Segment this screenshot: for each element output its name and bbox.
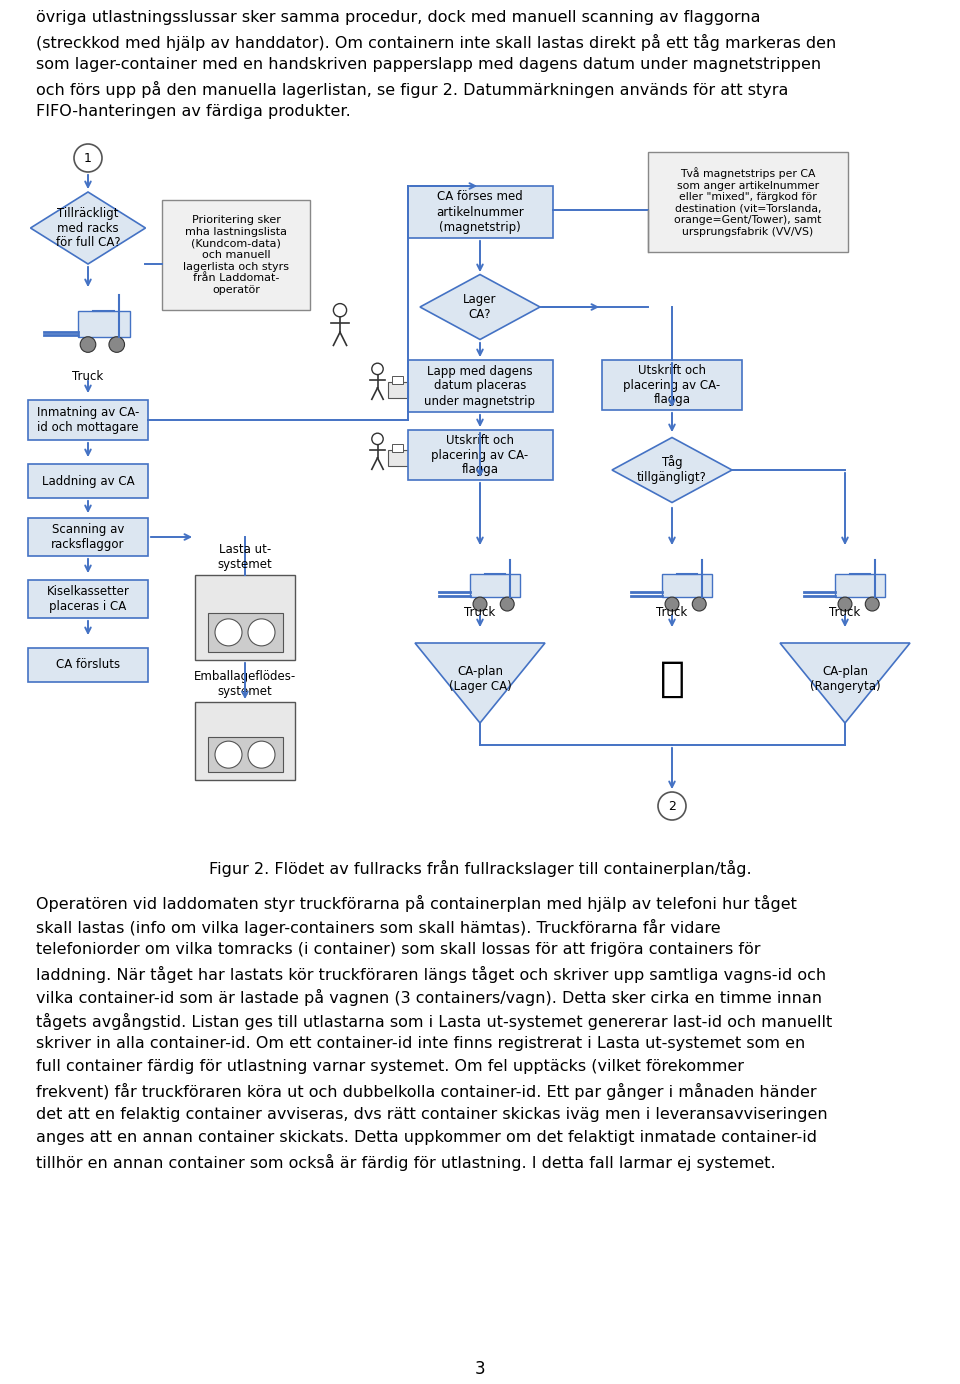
Text: tågets avgångstid. Listan ges till utlastarna som i Lasta ut-systemet genererar : tågets avgångstid. Listan ges till utlas…	[36, 1013, 832, 1030]
Polygon shape	[420, 274, 540, 339]
FancyBboxPatch shape	[28, 400, 148, 440]
Circle shape	[248, 619, 275, 646]
FancyBboxPatch shape	[195, 574, 295, 660]
Polygon shape	[612, 437, 732, 502]
FancyBboxPatch shape	[195, 702, 295, 781]
Text: Laddning av CA: Laddning av CA	[41, 475, 134, 487]
FancyBboxPatch shape	[407, 185, 553, 238]
FancyBboxPatch shape	[392, 376, 403, 383]
Text: laddning. När tåget har lastats kör truckföraren längs tåget och skriver upp sam: laddning. När tåget har lastats kör truc…	[36, 966, 827, 983]
FancyBboxPatch shape	[648, 152, 848, 252]
Text: FIFO-hanteringen av färdiga produkter.: FIFO-hanteringen av färdiga produkter.	[36, 104, 350, 119]
Text: Emballageflödes-
systemet: Emballageflödes- systemet	[194, 670, 296, 698]
Circle shape	[333, 303, 347, 317]
FancyBboxPatch shape	[28, 518, 148, 556]
Text: frekvent) får truckföraren köra ut och dubbelkolla container-id. Ett par gånger : frekvent) får truckföraren köra ut och d…	[36, 1084, 817, 1100]
Text: Tåg
tillgängligt?: Tåg tillgängligt?	[637, 455, 707, 484]
Text: tillhör en annan container som också är färdig för utlastning. I detta fall larm: tillhör en annan container som också är …	[36, 1153, 776, 1171]
Text: 1: 1	[84, 151, 92, 165]
FancyBboxPatch shape	[392, 444, 403, 453]
FancyBboxPatch shape	[388, 382, 407, 399]
FancyBboxPatch shape	[388, 450, 407, 466]
Text: skriver in alla container-id. Om ett container-id inte finns registrerat i Lasta: skriver in alla container-id. Om ett con…	[36, 1037, 805, 1050]
Text: Truck: Truck	[72, 370, 104, 383]
Polygon shape	[780, 644, 910, 722]
FancyBboxPatch shape	[207, 738, 282, 772]
Circle shape	[665, 597, 679, 610]
Text: Lapp med dagens
datum placeras
under magnetstrip: Lapp med dagens datum placeras under mag…	[424, 364, 536, 407]
Text: (streckkod med hjälp av handdator). Om containern inte skall lastas direkt på et: (streckkod med hjälp av handdator). Om c…	[36, 33, 836, 50]
Text: 🚃: 🚃	[660, 657, 684, 700]
Text: övriga utlastningsslussar sker samma procedur, dock med manuell scanning av flag: övriga utlastningsslussar sker samma pro…	[36, 10, 760, 25]
Text: Inmatning av CA-
id och mottagare: Inmatning av CA- id och mottagare	[36, 406, 139, 435]
Circle shape	[215, 619, 242, 646]
Text: Tillräckligt
med racks
för full CA?: Tillräckligt med racks för full CA?	[56, 206, 120, 249]
Text: Figur 2. Flödet av fullracks från fullrackslager till containerplan/tåg.: Figur 2. Flödet av fullracks från fullra…	[208, 859, 752, 877]
FancyBboxPatch shape	[162, 201, 310, 310]
Circle shape	[215, 742, 242, 768]
Circle shape	[500, 597, 515, 610]
Text: skall lastas (info om vilka lager-containers som skall hämtas). Truckförarna får: skall lastas (info om vilka lager-contai…	[36, 919, 721, 936]
FancyBboxPatch shape	[28, 580, 148, 619]
Circle shape	[838, 597, 852, 610]
Circle shape	[865, 597, 879, 610]
Text: 2: 2	[668, 800, 676, 812]
FancyBboxPatch shape	[602, 360, 742, 410]
Text: telefoniorder om vilka tomracks (i container) som skall lossas för att frigöra c: telefoniorder om vilka tomracks (i conta…	[36, 943, 760, 956]
Text: Scanning av
racksflaggor: Scanning av racksflaggor	[51, 523, 125, 551]
FancyBboxPatch shape	[470, 574, 519, 597]
Circle shape	[81, 336, 96, 353]
Text: Operatören vid laddomaten styr truckförarna på containerplan med hjälp av telefo: Operatören vid laddomaten styr truckföra…	[36, 895, 797, 912]
Text: och förs upp på den manuella lagerlistan, se figur 2. Datummärkningen används fö: och förs upp på den manuella lagerlistan…	[36, 80, 788, 97]
Circle shape	[108, 336, 125, 353]
Text: Truck: Truck	[657, 606, 687, 619]
FancyBboxPatch shape	[662, 574, 711, 597]
Text: Utskrift och
placering av CA-
flagga: Utskrift och placering av CA- flagga	[431, 433, 529, 476]
Circle shape	[692, 597, 707, 610]
Text: Två magnetstrips per CA
som anger artikelnummer
eller "mixed", färgkod för
desti: Två magnetstrips per CA som anger artike…	[674, 167, 822, 237]
Circle shape	[248, 742, 275, 768]
Text: vilka container-id som är lastade på vagnen (3 containers/vagn). Detta sker cirk: vilka container-id som är lastade på vag…	[36, 990, 822, 1006]
Text: CA-plan
(Rangeryta): CA-plan (Rangeryta)	[809, 664, 880, 693]
Text: full container färdig för utlastning varnar systemet. Om fel upptäcks (vilket fö: full container färdig för utlastning var…	[36, 1060, 744, 1074]
Text: 3: 3	[474, 1360, 486, 1378]
Text: CA förses med
artikelnummer
(magnetstrip): CA förses med artikelnummer (magnetstrip…	[436, 191, 524, 234]
FancyBboxPatch shape	[28, 464, 148, 498]
FancyBboxPatch shape	[835, 574, 884, 597]
Text: det att en felaktig container avviseras, dvs rätt container skickas iväg men i l: det att en felaktig container avviseras,…	[36, 1106, 828, 1121]
Circle shape	[658, 792, 686, 819]
Text: Lasta ut-
systemet: Lasta ut- systemet	[218, 543, 273, 572]
FancyBboxPatch shape	[407, 430, 553, 480]
Circle shape	[372, 433, 383, 444]
Text: som lager-container med en handskriven papperslapp med dagens datum under magnet: som lager-container med en handskriven p…	[36, 57, 821, 72]
Polygon shape	[31, 192, 146, 264]
FancyBboxPatch shape	[407, 360, 553, 412]
Text: CA försluts: CA försluts	[56, 659, 120, 671]
Circle shape	[372, 363, 383, 375]
FancyBboxPatch shape	[78, 311, 130, 336]
Text: Prioritering sker
mha lastningslista
(Kundcom-data)
och manuell
lagerlista och s: Prioritering sker mha lastningslista (Ku…	[183, 215, 289, 295]
FancyBboxPatch shape	[28, 648, 148, 682]
Circle shape	[473, 597, 487, 610]
Text: Kiselkassetter
placeras i CA: Kiselkassetter placeras i CA	[47, 585, 130, 613]
Text: Truck: Truck	[829, 606, 860, 619]
Text: anges att en annan container skickats. Detta uppkommer om det felaktigt inmatade: anges att en annan container skickats. D…	[36, 1129, 817, 1145]
Polygon shape	[415, 644, 545, 722]
Text: Utskrift och
placering av CA-
flagga: Utskrift och placering av CA- flagga	[623, 364, 721, 407]
Text: Lager
CA?: Lager CA?	[464, 293, 496, 321]
Text: Truck: Truck	[465, 606, 495, 619]
FancyBboxPatch shape	[207, 613, 282, 652]
Circle shape	[74, 144, 102, 172]
Text: CA-plan
(Lager CA): CA-plan (Lager CA)	[448, 664, 512, 693]
